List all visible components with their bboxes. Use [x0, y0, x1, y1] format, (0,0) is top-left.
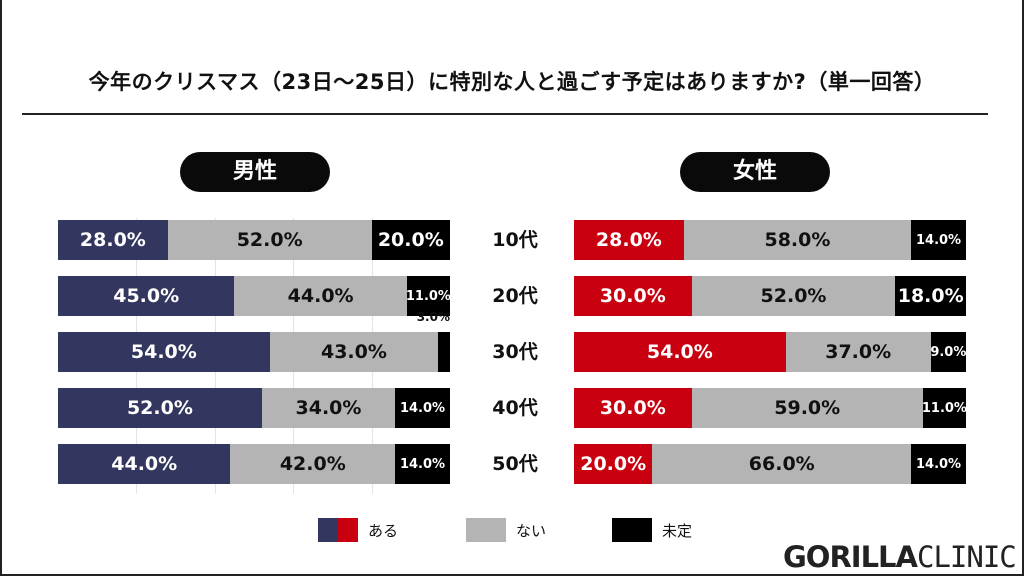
bar-yes: 44.0% [58, 444, 231, 484]
bar-no: 58.0% [683, 220, 912, 260]
data-label: 58.0% [764, 229, 831, 251]
legend-label: ない [516, 521, 547, 540]
bar-undecided: 14.0% [395, 444, 450, 484]
legend-item-no: ない [466, 518, 546, 542]
bar-no: 52.0% [691, 276, 896, 316]
bar-undecided: 18.0% [895, 276, 966, 316]
data-label: 30.0% [599, 397, 666, 419]
female-heading: 女性 [680, 152, 830, 192]
data-label: 52.0% [236, 229, 303, 251]
data-label: 52.0% [760, 285, 827, 307]
data-label: 42.0% [279, 453, 346, 475]
data-label: 18.0% [897, 285, 964, 307]
bar-undecided: 20.0% [371, 220, 450, 260]
age-label: 10代 [492, 229, 538, 251]
data-label: 43.0% [320, 341, 387, 363]
data-label: 28.0% [79, 229, 146, 251]
data-label: 59.0% [774, 397, 841, 419]
bar-no: 52.0% [167, 220, 372, 260]
bar-yes: 54.0% [58, 332, 270, 372]
bar-row: 52.0% 34.0% 14.0% [58, 388, 450, 428]
bar-undecided: 3.0% [417, 310, 450, 372]
bar-yes: 30.0% [574, 388, 692, 428]
bar-no: 42.0% [230, 444, 396, 484]
bar-yes: 28.0% [574, 220, 684, 260]
data-label: 14.0% [399, 456, 446, 472]
bar-yes: 28.0% [58, 220, 168, 260]
legend-item-undecided: 未定 [612, 518, 692, 542]
bar-no: 44.0% [234, 276, 407, 316]
data-label: 14.0% [915, 232, 962, 248]
bar-no: 43.0% [269, 332, 439, 372]
data-label: 20.0% [580, 453, 647, 475]
bar-row: 54.0% 37.0% 9.0% [574, 332, 966, 372]
data-label: 14.0% [399, 400, 446, 416]
data-label: 14.0% [915, 456, 962, 472]
data-label: 52.0% [126, 397, 193, 419]
data-label: 44.0% [287, 285, 354, 307]
data-label: 28.0% [595, 229, 662, 251]
bar-undecided: 9.0% [930, 332, 967, 372]
data-label: 54.0% [130, 341, 197, 363]
age-label: 40代 [492, 397, 538, 419]
bar-row: 28.0% 58.0% 14.0% [574, 220, 966, 260]
age-label: 20代 [492, 285, 538, 307]
bar-no: 66.0% [652, 444, 912, 484]
data-label: 30.0% [599, 285, 666, 307]
bar-yes: 52.0% [58, 388, 262, 428]
legend-label: 未定 [662, 521, 693, 540]
data-label: 44.0% [111, 453, 178, 475]
legend-label: ある [368, 521, 399, 540]
data-label: 34.0% [295, 397, 362, 419]
data-label: 9.0% [930, 344, 967, 360]
data-label: 45.0% [113, 285, 180, 307]
bar-undecided: 11.0% [921, 388, 967, 428]
data-label: 11.0% [405, 288, 451, 304]
legend-swatch-yes [318, 518, 358, 542]
age-label: 50代 [492, 453, 538, 475]
data-label: 20.0% [377, 229, 444, 251]
legend-swatch-undecided [612, 518, 652, 542]
bar-no: 34.0% [261, 388, 396, 428]
logo: GORILLACLINIC [783, 540, 1017, 574]
data-label: 54.0% [646, 341, 713, 363]
title-divider [22, 113, 988, 115]
bar-undecided: 14.0% [911, 220, 966, 260]
age-label: 30代 [492, 341, 538, 363]
data-label: 37.0% [825, 341, 892, 363]
bar-undecided: 14.0% [911, 444, 966, 484]
bar-no: 59.0% [691, 388, 923, 428]
bar-yes: 30.0% [574, 276, 692, 316]
bar-row: 45.0% 44.0% 11.0% [58, 276, 451, 316]
legend-swatch-no [466, 518, 506, 542]
bar-yes: 54.0% [574, 332, 786, 372]
bar-row: 54.0% 43.0% 3.0% [58, 310, 450, 372]
bar-no: 37.0% [785, 332, 931, 372]
bar-yes: 45.0% [58, 276, 235, 316]
bar-row: 30.0% 59.0% 11.0% [574, 388, 967, 428]
data-label: 66.0% [748, 453, 815, 475]
legend-item-yes: ある [318, 518, 398, 542]
bar-row: 20.0% 66.0% 14.0% [574, 444, 966, 484]
page-title: 今年のクリスマス（23日〜25日）に特別な人と過ごす予定はありますか?（単一回答… [88, 70, 936, 94]
data-label: 11.0% [921, 400, 967, 416]
bar-row: 28.0% 52.0% 20.0% [58, 220, 450, 260]
bar-undecided: 14.0% [395, 388, 450, 428]
bar-row: 44.0% 42.0% 14.0% [58, 444, 450, 484]
male-heading: 男性 [180, 152, 330, 192]
bar-undecided: 11.0% [405, 276, 451, 316]
data-label: 3.0% [416, 310, 450, 324]
bar-row: 30.0% 52.0% 18.0% [574, 276, 966, 316]
bar-yes: 20.0% [574, 444, 653, 484]
